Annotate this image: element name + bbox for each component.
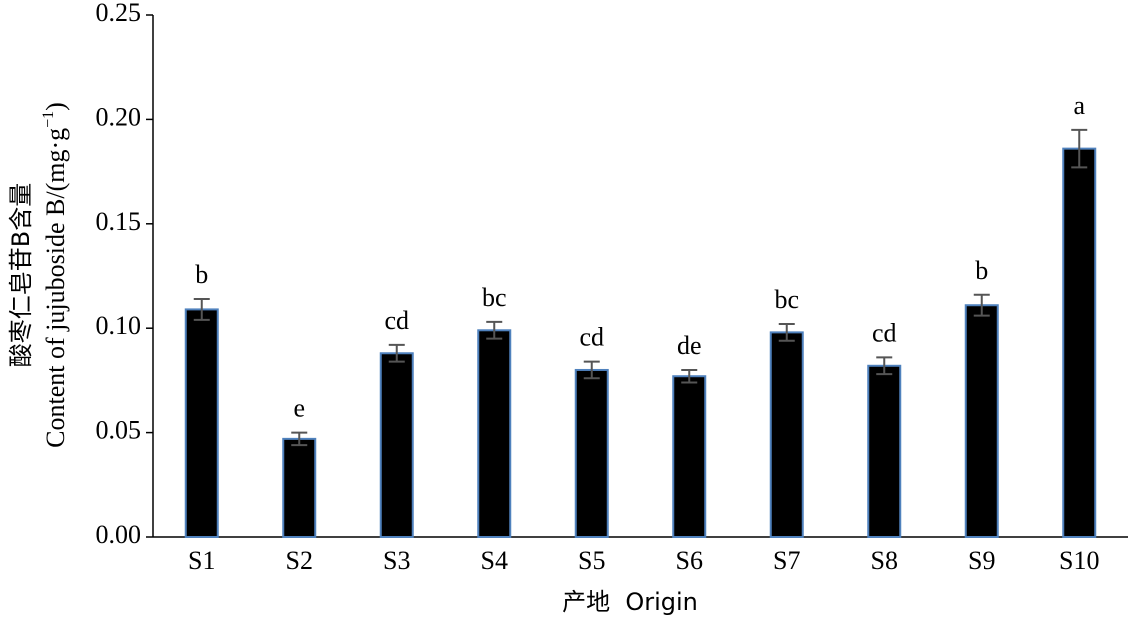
significance-label: bc xyxy=(482,283,507,312)
x-tick-label: S6 xyxy=(676,546,703,575)
error-bar xyxy=(388,343,405,363)
y-tick-label: 0.15 xyxy=(96,207,142,236)
bar xyxy=(867,364,902,538)
significance-label: de xyxy=(677,331,702,360)
bar xyxy=(282,437,317,539)
y-label-cn: 酸枣仁皂苷B含量 xyxy=(7,183,35,367)
bar xyxy=(574,368,609,538)
x-tick-label: S7 xyxy=(773,546,800,575)
bar xyxy=(769,331,804,538)
bar xyxy=(964,304,999,538)
bar xyxy=(379,352,414,539)
error-bar xyxy=(193,297,210,321)
error-bar xyxy=(583,360,600,380)
significance-label: e xyxy=(293,394,305,423)
y-tick-label: 0.10 xyxy=(96,311,142,340)
x-tick-label: S5 xyxy=(578,546,605,575)
bar xyxy=(477,329,512,538)
y-tick-label: 0.20 xyxy=(96,102,142,131)
error-bar xyxy=(486,320,503,340)
x-tick-label: S1 xyxy=(188,546,215,575)
bar xyxy=(1062,147,1097,539)
significance-label: b xyxy=(195,260,208,289)
x-label: 产地 Origin xyxy=(562,588,698,616)
x-tick-label: S4 xyxy=(481,546,508,575)
bar xyxy=(184,308,219,538)
y-tick-label: 0.05 xyxy=(96,416,142,445)
error-bar xyxy=(973,293,990,317)
y-label-cn-group: 酸枣仁皂苷B含量 xyxy=(7,183,35,367)
error-bar xyxy=(778,323,795,342)
y-tick-label: 0.25 xyxy=(96,0,142,27)
bar xyxy=(672,375,707,538)
significance-label: cd xyxy=(872,318,897,347)
x-tick-label: S8 xyxy=(871,546,898,575)
x-tick-label: S10 xyxy=(1059,546,1099,575)
significance-label: cd xyxy=(384,306,409,335)
y-label-en-group: Content of jujuboside B/(mg·g−1) xyxy=(40,102,70,448)
x-tick-label: S3 xyxy=(383,546,410,575)
significance-label: cd xyxy=(579,323,604,352)
significance-label: b xyxy=(975,256,988,285)
x-tick-label: S9 xyxy=(968,546,995,575)
significance-label: bc xyxy=(774,285,799,314)
y-label-sup: −1 xyxy=(40,111,57,128)
error-bar xyxy=(291,431,308,447)
y-label-end: ) xyxy=(41,102,70,111)
y-label-en-main: Content of jujuboside B/(mg·g xyxy=(41,128,70,448)
x-tick-label: S2 xyxy=(286,546,313,575)
error-bar xyxy=(1071,128,1088,169)
error-bar xyxy=(681,368,698,384)
y-tick-label: 0.00 xyxy=(96,520,142,549)
error-bar xyxy=(876,356,893,376)
y-label-en: Content of jujuboside B/(mg·g−1) xyxy=(40,102,70,448)
significance-label: a xyxy=(1073,91,1085,120)
